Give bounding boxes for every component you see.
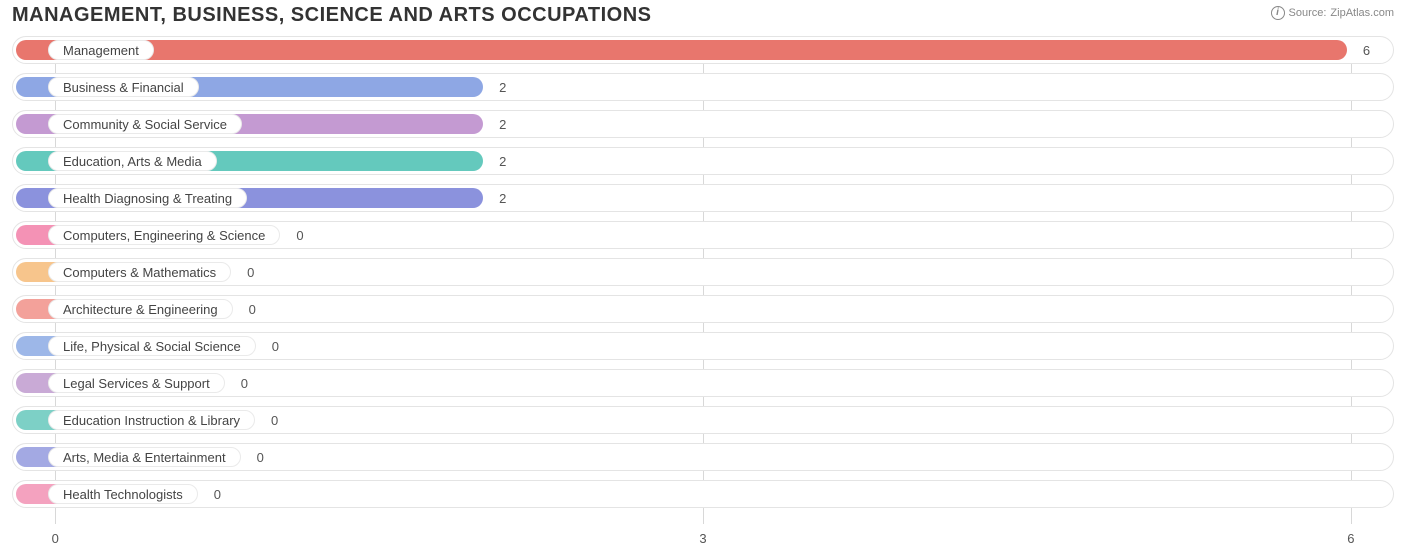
bar-category-label: Legal Services & Support	[48, 373, 225, 393]
bar-row: Health Diagnosing & Treating 2	[12, 184, 1394, 212]
bar-value-label: 0	[241, 295, 264, 323]
bar-value-label: 0	[288, 221, 311, 249]
bar-category-label: Health Diagnosing & Treating	[48, 188, 247, 208]
bar-value-label: 0	[263, 406, 286, 434]
bar-value-label: 0	[233, 369, 256, 397]
bar-category-label: Education Instruction & Library	[48, 410, 255, 430]
bar-category-label: Computers, Engineering & Science	[48, 225, 280, 245]
x-axis-tick-label: 6	[1347, 531, 1354, 546]
bar-row: Arts, Media & Entertainment 0	[12, 443, 1394, 471]
bar-category-label: Management	[48, 40, 154, 60]
source-name: ZipAtlas.com	[1330, 7, 1394, 19]
bar-row: Education Instruction & Library 0	[12, 406, 1394, 434]
bar-category-label: Education, Arts & Media	[48, 151, 217, 171]
bar-row: Health Technologists 0	[12, 480, 1394, 508]
bar-value-label: 6	[1355, 36, 1378, 64]
plot-area: Management6Business & Financial2Communit…	[12, 36, 1394, 524]
bar-row: Education, Arts & Media 2	[12, 147, 1394, 175]
bar-category-label: Arts, Media & Entertainment	[48, 447, 241, 467]
bar-category-label: Health Technologists	[48, 484, 198, 504]
bar-row: Community & Social Service 2	[12, 110, 1394, 138]
bar-row: Business & Financial 2	[12, 73, 1394, 101]
bar-row: Computers & Mathematics 0	[12, 258, 1394, 286]
chart-area: Management6Business & Financial2Communit…	[12, 36, 1394, 546]
x-axis-tick-label: 0	[52, 531, 59, 546]
chart-header: MANAGEMENT, BUSINESS, SCIENCE AND ARTS O…	[0, 0, 1406, 32]
source-attribution: i Source: ZipAtlas.com	[1271, 4, 1395, 20]
source-prefix: Source:	[1289, 7, 1327, 19]
x-axis-tick-label: 3	[699, 531, 706, 546]
bar-value-label: 2	[491, 184, 514, 212]
bar-value-label: 2	[491, 73, 514, 101]
bar-value-label: 0	[206, 480, 229, 508]
bar-category-label: Life, Physical & Social Science	[48, 336, 256, 356]
bar-row: Legal Services & Support 0	[12, 369, 1394, 397]
bar-row: Management 6	[12, 36, 1394, 64]
bar-fill	[16, 40, 1347, 60]
bar-row: Architecture & Engineering 0	[12, 295, 1394, 323]
bar-value-label: 2	[491, 147, 514, 175]
bar-category-label: Business & Financial	[48, 77, 199, 97]
bar-row: Life, Physical & Social Science 0	[12, 332, 1394, 360]
bar-category-label: Architecture & Engineering	[48, 299, 233, 319]
bar-value-label: 0	[249, 443, 272, 471]
bar-value-label: 2	[491, 110, 514, 138]
info-icon: i	[1271, 6, 1285, 20]
chart-title: MANAGEMENT, BUSINESS, SCIENCE AND ARTS O…	[12, 4, 651, 27]
bar-category-label: Computers & Mathematics	[48, 262, 231, 282]
bar-value-label: 0	[264, 332, 287, 360]
bar-category-label: Community & Social Service	[48, 114, 242, 134]
bar-row: Computers, Engineering & Science 0	[12, 221, 1394, 249]
bar-value-label: 0	[239, 258, 262, 286]
